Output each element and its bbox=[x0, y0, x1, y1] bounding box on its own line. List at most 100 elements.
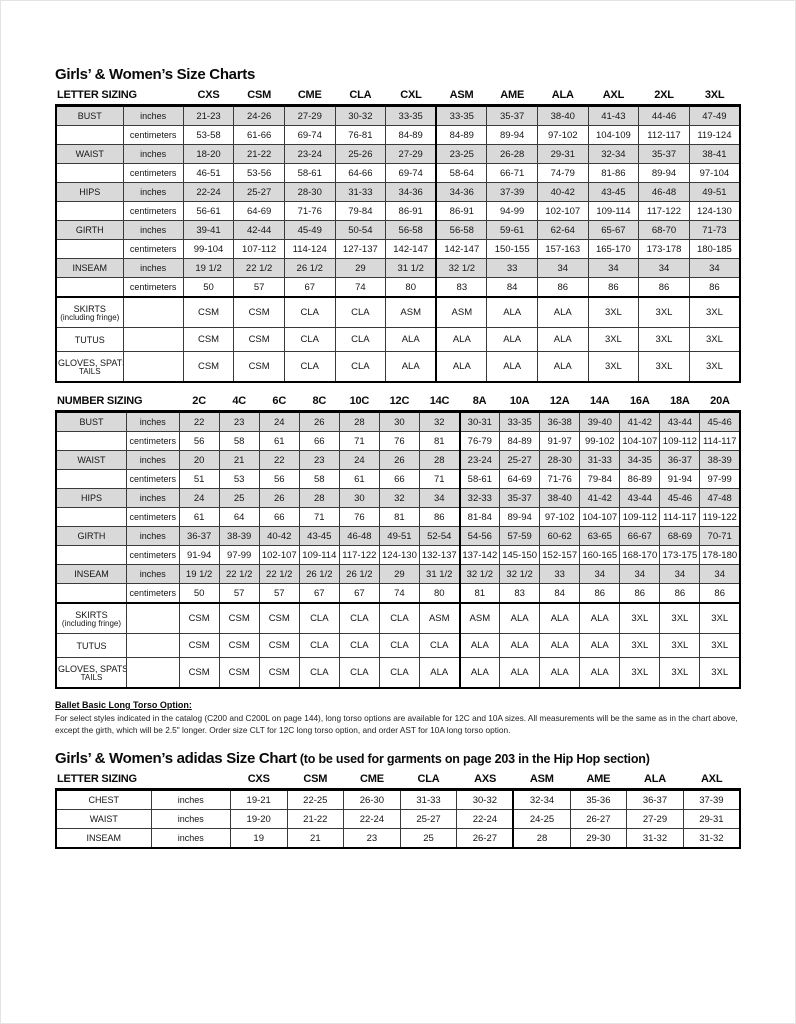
unit-cell: inches bbox=[150, 828, 231, 849]
value-cell: 19 1/2 bbox=[182, 258, 235, 278]
value-cell: ASM bbox=[385, 296, 437, 328]
value-cell: 33-35 bbox=[499, 411, 541, 432]
value-cell: 152-157 bbox=[539, 545, 581, 565]
value-cell: 84-89 bbox=[385, 125, 437, 145]
value-cell: 45-46 bbox=[699, 411, 741, 432]
value-cell: 3XL bbox=[699, 602, 741, 634]
value-cell: 3XL bbox=[699, 633, 741, 658]
row-label: TUTUS bbox=[55, 633, 127, 658]
value-cell: 28 bbox=[512, 828, 571, 849]
value-cell: 58 bbox=[298, 469, 340, 489]
value-cell: CSM bbox=[233, 296, 285, 328]
value-cell: 34 bbox=[638, 258, 690, 278]
value-cell: 45-49 bbox=[283, 220, 336, 240]
value-cell: 57-59 bbox=[499, 526, 541, 546]
value-cell: 84 bbox=[539, 583, 581, 604]
value-cell: 42-44 bbox=[233, 220, 285, 240]
value-cell: 66-71 bbox=[486, 163, 538, 183]
value-cell: 29-31 bbox=[682, 809, 741, 830]
value-cell: 28-30 bbox=[539, 450, 581, 470]
value-cell: 63-65 bbox=[579, 526, 621, 546]
value-cell: 109-114 bbox=[298, 545, 340, 565]
value-cell: 38-41 bbox=[688, 144, 741, 164]
table-row: SKIRTS (including fringe) CSM CSM CLA CLA ASM A… bbox=[55, 296, 741, 328]
table-row: GIRTH inches 39-41 42-44 45-49 50-54 56-58 56-5… bbox=[55, 220, 741, 240]
value-cell: 81 bbox=[458, 583, 501, 604]
value-cell: 76-79 bbox=[458, 431, 501, 451]
value-cell: ALA bbox=[418, 657, 461, 689]
value-cell: 34 bbox=[699, 564, 741, 584]
value-cell: CSM bbox=[233, 351, 285, 383]
value-cell: 117-122 bbox=[338, 545, 380, 565]
value-cell: 124-130 bbox=[688, 201, 741, 221]
value-cell: CLA bbox=[298, 602, 340, 634]
column-header-csm: CSM bbox=[233, 88, 285, 107]
value-cell: 81-86 bbox=[587, 163, 640, 183]
value-cell: 22 bbox=[258, 450, 300, 470]
value-cell: 61 bbox=[338, 469, 380, 489]
column-header-ame: AME bbox=[486, 88, 538, 107]
table-row: HIPS inches 24 25 26 28 30 32 34 32-33 35-37 38-40 4… bbox=[55, 488, 741, 508]
value-cell: CSM bbox=[178, 633, 220, 658]
value-cell: 178-180 bbox=[699, 545, 741, 565]
value-cell: 86-91 bbox=[435, 201, 488, 221]
value-cell: 56-58 bbox=[385, 220, 437, 240]
unit-cell: centimeters bbox=[125, 583, 180, 604]
value-cell: 22-24 bbox=[456, 809, 514, 830]
column-header-axs: AXS bbox=[456, 772, 514, 791]
value-cell: 18-20 bbox=[182, 144, 235, 164]
value-cell: 28-30 bbox=[283, 182, 336, 202]
row-label-line1: GLOVES, SPATS, bbox=[58, 663, 127, 674]
table-header-label: LETTER SIZING bbox=[56, 88, 184, 107]
table-row: WAIST inches 19-20 21-22 22-24 25-27 22-24 24-2… bbox=[55, 809, 741, 830]
value-cell: 71 bbox=[418, 469, 461, 489]
value-cell: 86 bbox=[688, 277, 741, 298]
table-row: WAIST inches 18-20 21-22 23-24 25-26 27-29 23-2… bbox=[55, 144, 741, 164]
note-title: Ballet Basic Long Torso Option: bbox=[55, 700, 192, 710]
value-cell: CLA bbox=[378, 602, 420, 634]
value-cell: 81-84 bbox=[458, 507, 501, 527]
value-cell: 26-28 bbox=[486, 144, 538, 164]
value-cell: 104-107 bbox=[579, 507, 621, 527]
value-cell: 50 bbox=[178, 583, 220, 604]
value-cell: 22 1/2 bbox=[233, 258, 285, 278]
value-cell: 34-35 bbox=[619, 450, 661, 470]
unit-cell bbox=[122, 327, 184, 352]
adidas-title-suffix: (to be used for garments on page 203 in … bbox=[296, 752, 650, 767]
value-cell: CSM bbox=[218, 602, 260, 634]
value-cell: 127-137 bbox=[334, 239, 387, 259]
value-cell: 32-33 bbox=[458, 488, 501, 508]
value-cell: 84-89 bbox=[435, 125, 488, 145]
value-cell: 31-32 bbox=[682, 828, 741, 849]
table-row: TUTUS CSM CSM CLA CLA ALA ALA ALA ALA 3XL 3XL 3XL bbox=[55, 327, 741, 352]
value-cell: 86-91 bbox=[385, 201, 437, 221]
value-cell: 71-76 bbox=[539, 469, 581, 489]
value-cell: 38-40 bbox=[539, 488, 581, 508]
value-cell: 41-42 bbox=[579, 488, 621, 508]
row-label bbox=[55, 239, 124, 259]
value-cell: 49-51 bbox=[688, 182, 741, 202]
value-cell: ALA bbox=[435, 351, 488, 383]
value-cell: ALA bbox=[385, 351, 437, 383]
column-header-8a: 8A bbox=[459, 394, 500, 413]
value-cell: 3XL bbox=[587, 351, 640, 383]
value-cell: 76-81 bbox=[334, 125, 387, 145]
value-cell: ALA bbox=[499, 657, 541, 689]
row-label: SKIRTS (including fringe) bbox=[55, 296, 124, 328]
value-cell: 64-66 bbox=[334, 163, 387, 183]
value-cell: 117-122 bbox=[638, 201, 690, 221]
value-cell: CLA bbox=[338, 602, 380, 634]
value-cell: 47-48 bbox=[699, 488, 741, 508]
unit-cell: centimeters bbox=[122, 201, 184, 221]
value-cell: CLA bbox=[334, 351, 387, 383]
column-header-axl: AXL bbox=[683, 772, 740, 791]
column-header-cme: CME bbox=[284, 88, 336, 107]
value-cell: ALA bbox=[499, 602, 541, 634]
value-cell: 32 1/2 bbox=[458, 564, 501, 584]
value-cell: 19-20 bbox=[229, 809, 288, 830]
value-cell: 97-99 bbox=[699, 469, 741, 489]
value-cell: 3XL bbox=[587, 296, 640, 328]
value-cell: 33 bbox=[539, 564, 581, 584]
value-cell: 104-107 bbox=[619, 431, 661, 451]
value-cell: CSM bbox=[218, 657, 260, 689]
